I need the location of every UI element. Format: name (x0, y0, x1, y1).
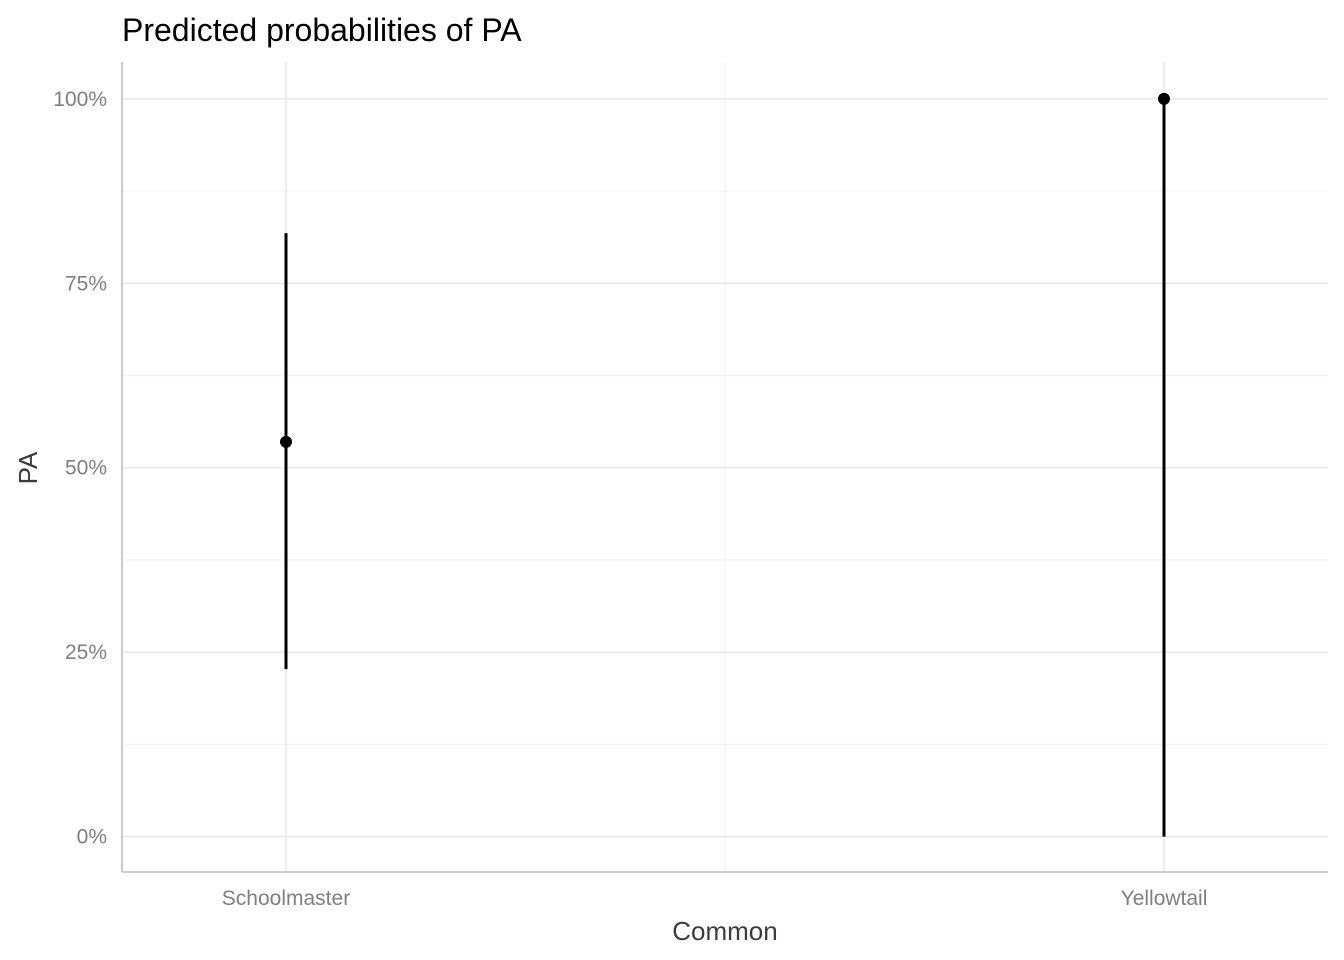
x-axis-title: Common (672, 916, 777, 946)
y-axis-title: PA (13, 451, 43, 484)
minor-gridlines (122, 62, 1328, 872)
axes (121, 62, 1328, 873)
chart-title: Predicted probabilities of PA (122, 12, 522, 48)
x-tick-label-0: Schoolmaster (222, 887, 350, 910)
y-tick-labels: 0% 25% 50% 75% 100% (53, 88, 107, 849)
y-tick-label-1: 25% (65, 641, 107, 664)
x-tick-labels: Schoolmaster Yellowtail (222, 887, 1208, 910)
x-tick-label-1: Yellowtail (1121, 887, 1208, 910)
point-schoolmaster (280, 435, 292, 448)
y-tick-label-4: 100% (53, 88, 107, 111)
y-tick-label-2: 50% (65, 457, 107, 480)
y-tick-label-0: 0% (77, 826, 107, 849)
y-tick-label-3: 75% (65, 272, 107, 295)
point-yellowtail (1158, 92, 1170, 105)
data-marks (280, 92, 1170, 837)
